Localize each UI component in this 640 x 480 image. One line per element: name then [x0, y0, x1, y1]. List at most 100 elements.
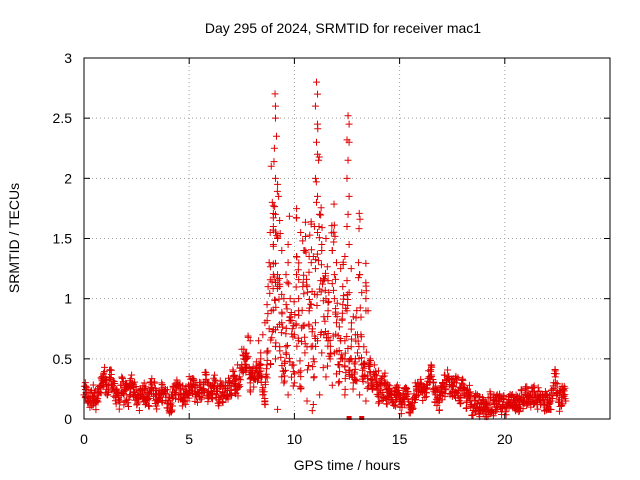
- data-point-marker: [311, 102, 319, 110]
- data-point-marker: [219, 399, 227, 407]
- data-point-marker: [231, 379, 239, 387]
- data-point-marker: [321, 275, 329, 283]
- data-point-marker: [265, 325, 273, 333]
- data-point-marker: [555, 395, 563, 403]
- data-point-marker: [278, 373, 286, 381]
- data-point-marker: [93, 396, 101, 404]
- data-point-marker: [345, 120, 353, 128]
- data-point-marker: [323, 263, 331, 271]
- data-point-marker: [357, 333, 365, 341]
- data-point-marker: [332, 319, 340, 327]
- data-point-marker: [118, 373, 126, 381]
- y-tick-label: 3: [64, 50, 72, 66]
- data-point-marker: [337, 355, 345, 363]
- y-axis-label: SRMTID / TECUs: [6, 183, 22, 293]
- data-point-marker: [297, 385, 305, 393]
- data-point-marker: [319, 297, 327, 305]
- data-point-marker: [269, 202, 277, 210]
- data-point-marker: [283, 278, 291, 286]
- data-point-marker: [116, 398, 124, 406]
- data-point-marker: [274, 233, 282, 241]
- data-point-marker: [322, 373, 330, 381]
- data-point-marker: [299, 237, 307, 245]
- data-point-marker: [341, 391, 349, 399]
- data-point-marker: [409, 404, 417, 412]
- data-point-marker: [393, 396, 400, 404]
- data-point-marker: [316, 391, 324, 399]
- data-point-marker: [272, 339, 280, 347]
- data-point-marker: [235, 375, 243, 383]
- grid-horizontal-lines: [84, 117, 610, 360]
- data-point-marker: [560, 392, 568, 400]
- data-point-marker: [330, 221, 338, 229]
- data-point-marker: [274, 405, 282, 413]
- data-point-marker: [261, 394, 269, 402]
- data-point-marker: [313, 291, 321, 299]
- data-point-marker: [113, 386, 121, 394]
- data-point-marker: [278, 290, 286, 298]
- data-point-marker: [547, 406, 555, 414]
- y-tick-label: 2: [64, 170, 72, 186]
- data-point-marker: [337, 351, 345, 359]
- data-point-marker: [472, 392, 480, 400]
- data-point-marker: [310, 222, 318, 230]
- data-point-marker: [336, 335, 344, 343]
- data-point-marker: [284, 241, 292, 249]
- data-point-marker: [391, 402, 399, 410]
- data-point-marker: [202, 370, 210, 378]
- data-point-marker: [317, 277, 325, 285]
- x-tick-label: 20: [497, 431, 513, 447]
- data-point-marker: [321, 286, 329, 294]
- data-point-marker: [330, 200, 338, 208]
- data-point-marker: [523, 401, 531, 409]
- data-point-marker: [330, 295, 338, 303]
- data-point-marker: [102, 377, 110, 385]
- data-point-marker: [199, 385, 207, 393]
- data-point-marker: [516, 392, 524, 400]
- y-tick-label: 1: [64, 291, 72, 307]
- data-point-marker: [303, 283, 311, 291]
- data-point-marker: [545, 398, 553, 406]
- data-point-marker: [466, 388, 474, 396]
- data-point-marker: [276, 280, 284, 288]
- data-point-marker: [561, 391, 569, 399]
- data-point-marker: [288, 330, 296, 338]
- data-point-marker: [120, 401, 128, 409]
- data-point-marker: [263, 347, 271, 355]
- data-point-marker: [358, 289, 366, 297]
- data-point-marker: [277, 329, 285, 337]
- data-point-marker: [278, 247, 286, 255]
- data-point-marker: [551, 379, 559, 387]
- data-point-marker: [111, 380, 119, 388]
- data-point-marker: [356, 215, 364, 223]
- data-point-marker: [269, 241, 277, 249]
- data-point-marker: [555, 407, 563, 415]
- y-tick-label: 0.5: [53, 351, 73, 367]
- data-point-marker: [282, 301, 290, 309]
- data-point-marker: [360, 343, 368, 351]
- data-point-marker: [466, 395, 474, 403]
- data-point-marker: [318, 224, 326, 232]
- data-point-marker: [433, 402, 441, 410]
- data-point-marker: [313, 301, 321, 309]
- data-point-marker: [229, 372, 237, 380]
- data-point-marker: [399, 389, 407, 397]
- data-point-marker: [277, 353, 285, 361]
- data-point-marker: [523, 383, 531, 391]
- data-point-marker: [106, 366, 114, 374]
- data-point-marker: [265, 259, 273, 267]
- data-point-marker: [296, 357, 304, 365]
- data-point-marker: [411, 394, 419, 402]
- data-point-marker: [282, 271, 290, 279]
- data-point-marker: [379, 373, 387, 381]
- data-point-marker: [383, 400, 391, 408]
- data-point-marker: [434, 399, 442, 407]
- data-point-marker: [362, 397, 370, 405]
- data-point-marker: [325, 288, 333, 296]
- x-tick-label: 0: [80, 431, 88, 447]
- data-point-marker: [282, 324, 290, 332]
- data-point-marker: [273, 231, 281, 239]
- data-point-marker: [534, 405, 542, 413]
- data-point-marker: [124, 399, 132, 407]
- data-point-marker: [196, 392, 204, 400]
